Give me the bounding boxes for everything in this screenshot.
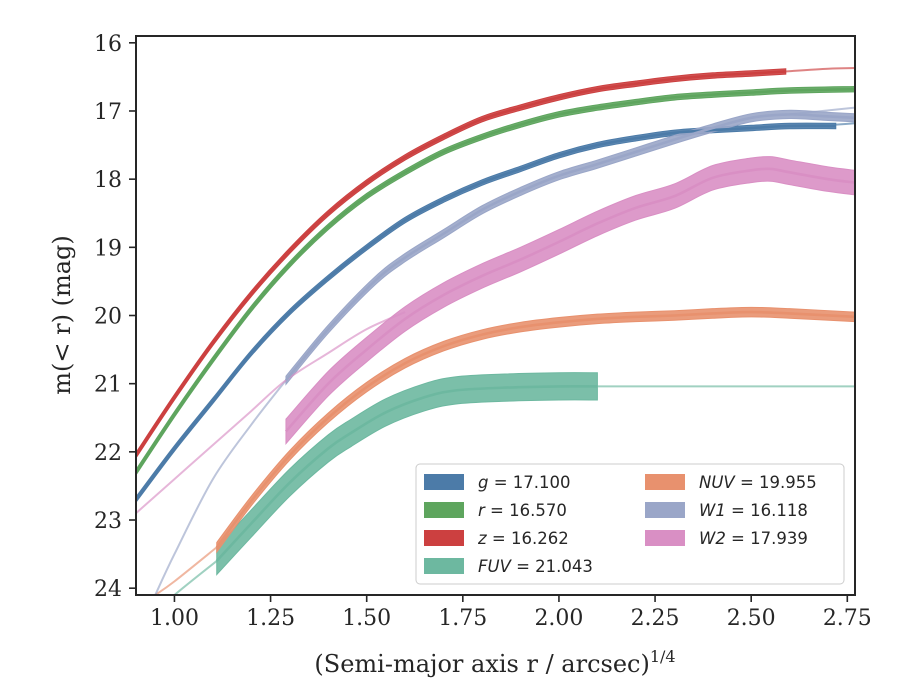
band-fuv	[216, 372, 598, 576]
band-layer	[136, 68, 855, 576]
legend-item-w2: W2 = 17.939	[645, 529, 808, 548]
series-line-nuv	[215, 310, 855, 549]
x-axis: 1.00 1.25 1.50 1.75 2.00 2.25 2.50 2.75	[150, 595, 872, 631]
legend-swatch	[645, 502, 685, 518]
legend-item-g: g = 17.100	[424, 473, 571, 492]
y-tick-label: 19	[94, 236, 122, 261]
series-line-z	[136, 70, 786, 456]
legend-swatch	[424, 558, 464, 574]
y-tick-label: 17	[94, 100, 122, 125]
band-nuv	[216, 306, 855, 554]
model-curve-nuv	[154, 546, 218, 595]
legend-box	[415, 463, 845, 585]
legend: g = 17.100 r = 16.570 z = 16.262 FUV = 21.0…	[415, 463, 845, 585]
y-tick-label: 24	[94, 577, 122, 602]
x-tick-label: 1.25	[246, 606, 295, 631]
model-curve-fuv	[172, 560, 218, 595]
y-axis-label: m(< r) (mag)	[48, 235, 76, 394]
model-curve-g	[835, 122, 855, 126]
y-tick-label: 22	[94, 441, 122, 466]
legend-item-fuv: FUV = 21.043	[424, 557, 593, 576]
x-tick-label: 1.50	[342, 606, 391, 631]
legend-swatch	[645, 530, 685, 546]
x-tick-label: 2.50	[727, 606, 776, 631]
legend-label: g = 17.100	[478, 473, 571, 492]
legend-label: W1 = 16.118	[699, 501, 808, 520]
legend-label: FUV = 21.043	[478, 557, 593, 576]
band-w1	[285, 109, 855, 386]
legend-swatch	[424, 502, 464, 518]
x-tick-label: 1.75	[438, 606, 487, 631]
series-line-r	[136, 87, 855, 474]
legend-swatch	[424, 530, 464, 546]
legend-item-r: r = 16.570	[424, 501, 567, 520]
series-line-layer	[136, 70, 855, 562]
x-tick-label: 1.00	[150, 606, 199, 631]
series-line-g	[136, 124, 836, 501]
series-line-fuv	[215, 384, 598, 562]
y-tick-label: 23	[94, 509, 122, 534]
y-tick-label: 20	[94, 305, 122, 330]
series-line-w2	[284, 167, 855, 433]
legend-item-w1: W1 = 16.118	[645, 501, 808, 520]
band-r	[136, 85, 855, 476]
legend-label: r = 16.570	[478, 501, 567, 520]
legend-label: z = 16.262	[477, 529, 569, 548]
model-curve-z	[785, 67, 855, 73]
legend-label: W2 = 17.939	[699, 529, 808, 548]
series-line-w1	[284, 113, 855, 382]
y-tick-label: 16	[94, 32, 122, 57]
legend-item-nuv: NUV = 19.955	[645, 473, 817, 492]
legend-label: NUV = 19.955	[699, 473, 817, 492]
y-tick-label: 21	[94, 373, 122, 398]
band-w2	[285, 156, 855, 445]
band-z	[136, 68, 787, 459]
y-axis: 16 17 18 19 20 21 22 23 24	[94, 32, 136, 602]
x-axis-label-exponent: 1/4	[650, 647, 676, 666]
model-curve-w1	[154, 379, 287, 595]
band-g	[136, 122, 837, 504]
model-curve-w2	[136, 311, 406, 514]
x-tick-label: 2.75	[823, 606, 872, 631]
legend-item-z: z = 16.262	[424, 529, 569, 548]
legend-swatch	[424, 474, 464, 490]
x-tick-label: 2.25	[631, 606, 680, 631]
x-axis-label: (Semi-major axis r / arcsec)1/4	[314, 647, 675, 678]
legend-swatch	[645, 474, 685, 490]
y-tick-label: 18	[94, 168, 122, 193]
x-tick-label: 2.00	[534, 606, 583, 631]
